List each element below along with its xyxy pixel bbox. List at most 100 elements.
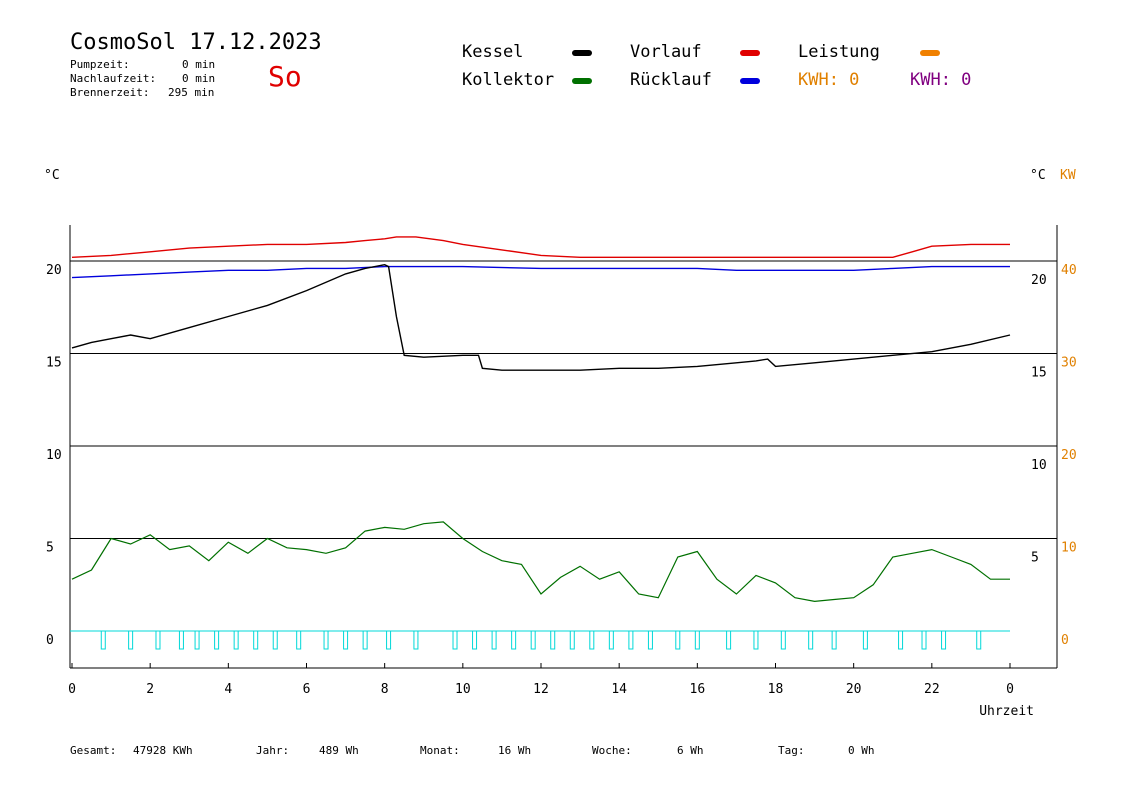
y-tick-right-c-5: 5 (1031, 551, 1039, 566)
pump-pulse-6 (233, 630, 239, 650)
legend-vorlauf-swatch (740, 50, 760, 56)
kollektor-line (71, 521, 1010, 603)
x-tick-label-10: 20 (846, 682, 862, 697)
pump-pulse-15 (452, 630, 458, 650)
legend-kwh-orange: KWH: 0 (798, 70, 860, 90)
pump-pulse-25 (647, 630, 653, 650)
pump-pulse-19 (530, 630, 536, 650)
pump-pulse-20 (550, 630, 556, 650)
legend-kollektor-label: Kollektor (462, 70, 555, 90)
legend-vorlauf-label: Vorlauf (630, 42, 702, 62)
x-tick-label-0: 0 (68, 682, 76, 697)
gesamt-label: Gesamt: (70, 744, 117, 757)
x-tick-label-3: 6 (303, 682, 311, 697)
ruecklauf-line (71, 265, 1010, 279)
y-tick-left-0: 0 (46, 633, 54, 648)
pump-pulse-18 (511, 630, 517, 650)
x-tick-label-5: 10 (455, 682, 471, 697)
y-tick-right-c-10: 10 (1031, 458, 1047, 473)
brenner-time-label: Brennerzeit: (70, 86, 150, 99)
legend-leistung-swatch (920, 50, 940, 56)
pump-pulse-10 (323, 630, 329, 650)
pump-pulse-1 (128, 630, 134, 650)
pump-pulse-26 (675, 630, 681, 650)
nachlauf-time-label: Nachlaufzeit: (70, 72, 157, 85)
x-tick-label-6: 12 (533, 682, 549, 697)
legend-kessel-label: Kessel (462, 42, 524, 62)
pump-time-label: Pumpzeit: (70, 58, 130, 71)
woche-value: 6 Wh (677, 744, 704, 757)
x-tick-label-12: 0 (1006, 682, 1014, 697)
tag-label: Tag: (778, 744, 805, 757)
pump-pulse-16 (472, 630, 478, 650)
woche-label: Woche: (592, 744, 632, 757)
pump-pulse-35 (921, 630, 927, 650)
series-layer (71, 236, 1011, 650)
pump-pulse-28 (726, 630, 732, 650)
legend-ruecklauf-swatch (740, 78, 760, 84)
y-tick-left-5: 5 (46, 541, 54, 556)
y-tick-right-kw-30: 30 (1061, 356, 1077, 371)
pump-pulse-12 (362, 630, 368, 650)
pump-pulse-33 (862, 630, 868, 650)
jahr-value: 489 Wh (319, 744, 359, 757)
y-tick-right-kw-40: 40 (1061, 263, 1077, 278)
y-tick-right-c-20: 20 (1031, 273, 1047, 288)
brenner-time-value: 295 min (168, 86, 215, 99)
pump-pulse-11 (343, 630, 349, 650)
pump-pulse-4 (194, 630, 200, 650)
pump-pulse-29 (753, 630, 759, 650)
y-tick-left-20: 20 (46, 263, 62, 278)
pump-pulse-13 (386, 630, 392, 650)
pump-pulse-21 (569, 630, 575, 650)
tag-value: 0 Wh (848, 744, 875, 757)
right-unit-celsius-label: °C (1030, 168, 1046, 183)
x-axis-label: Uhrzeit (979, 704, 1034, 719)
pump-pulse-22 (589, 630, 595, 650)
pump-pulse-37 (976, 630, 982, 650)
pump-pulse-0 (100, 630, 106, 650)
pump-pulse-23 (608, 630, 614, 650)
x-tick-label-9: 18 (768, 682, 784, 697)
pump-pulse-5 (214, 630, 220, 650)
x-tick-label-4: 8 (381, 682, 389, 697)
legend-kwh-purple: KWH: 0 (910, 70, 972, 90)
jahr-label: Jahr: (256, 744, 290, 757)
nachlauf-time-value: 0 min (182, 72, 216, 85)
monat-label: Monat: (420, 744, 460, 757)
axis-layer: 0 5 10 15 20 5 10 15 20 0 10 20 30 40 0 2 4 6 8 10 12 14 16 18 2… (46, 263, 1077, 719)
pump-pulse-2 (155, 630, 161, 650)
x-tick-label-8: 16 (690, 682, 706, 697)
pump-pulse-8 (272, 630, 278, 650)
pump-pulse-24 (628, 630, 634, 650)
pump-pulse-27 (694, 630, 700, 650)
gesamt-value: 47928 KWh (133, 744, 193, 757)
pump-pulse-30 (780, 630, 786, 650)
right-unit-kw-label: KW (1060, 168, 1076, 183)
pump-pulse-17 (491, 630, 497, 650)
pump-pulse-31 (808, 630, 814, 650)
pump-pulse-32 (831, 630, 837, 650)
pump-pulse-3 (178, 630, 184, 650)
weekday-label: So (268, 60, 302, 93)
grid-layer (69, 225, 1058, 669)
y-tick-right-kw-0: 0 (1061, 633, 1069, 648)
y-tick-right-kw-10: 10 (1061, 541, 1077, 556)
y-tick-left-10: 10 (46, 448, 62, 463)
x-tick-label-11: 22 (924, 682, 940, 697)
left-unit-label: °C (44, 168, 60, 183)
pump-time-value: 0 min (182, 58, 216, 71)
monat-value: 16 Wh (498, 744, 532, 757)
legend-kessel-swatch (572, 50, 592, 56)
y-tick-right-kw-20: 20 (1061, 448, 1077, 463)
x-tick-label-1: 2 (146, 682, 154, 697)
pump-pulse-36 (941, 630, 947, 650)
legend-kollektor-swatch (572, 78, 592, 84)
pump-pulse-34 (898, 630, 904, 650)
x-tick-label-7: 14 (611, 682, 627, 697)
pump-pulse-9 (296, 630, 302, 650)
x-tick-label-2: 4 (224, 682, 232, 697)
legend-leistung-label: Leistung (798, 42, 880, 62)
y-tick-left-15: 15 (46, 356, 62, 371)
